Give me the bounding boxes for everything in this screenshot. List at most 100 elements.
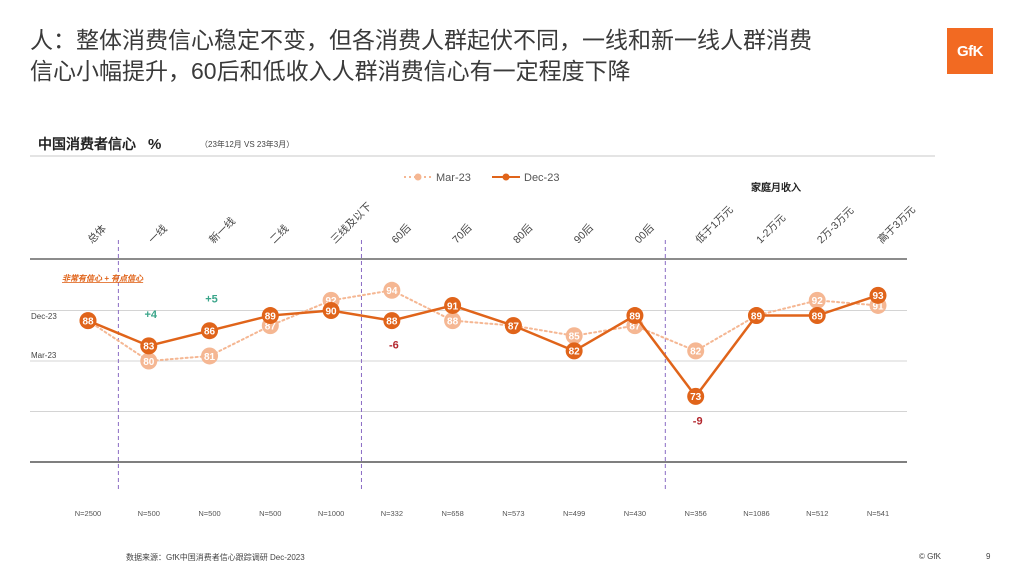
gfk-logo: GfK	[947, 28, 993, 74]
sample-size-label: N=500	[198, 509, 220, 518]
data-label: 82	[569, 347, 581, 358]
data-label: 91	[447, 301, 459, 312]
legend-marker	[502, 173, 510, 181]
data-label: 91	[872, 301, 884, 312]
sample-size-label: N=332	[381, 509, 403, 518]
headline-line-1: 人：整体消费信心稳定不变，但各消费人群起伏不同，一线和新一线人群消费	[30, 27, 812, 53]
series-line-Dec-23	[86, 294, 880, 399]
category-label: 新一线	[206, 214, 238, 246]
sample-size-label: N=430	[624, 509, 646, 518]
category-label: 1-2万元	[754, 212, 788, 246]
data-point	[261, 307, 279, 325]
chart-title: 中国消费者信心%	[38, 134, 161, 154]
headline: 人：整体消费信心稳定不变，但各消费人群起伏不同，一线和新一线人群消费 信心小幅提…	[30, 25, 910, 87]
series-line-Mar-23	[87, 289, 879, 363]
change-annotation: +5	[205, 294, 218, 306]
data-point	[565, 327, 583, 345]
data-point	[444, 296, 462, 314]
change-annotation: -9	[693, 415, 703, 427]
category-label: 80后	[511, 222, 535, 246]
data-point	[79, 312, 97, 330]
data-label: 89	[629, 311, 641, 322]
category-label: 总体	[85, 222, 109, 246]
data-point	[687, 342, 705, 360]
category-label: 2万-3万元	[815, 204, 857, 246]
data-point	[383, 281, 401, 299]
data-label: 83	[143, 342, 155, 353]
sample-size-label: N=541	[867, 509, 889, 518]
data-point	[383, 312, 401, 330]
y-row-label: Mar-23	[31, 351, 57, 360]
data-point	[322, 302, 340, 319]
copyright: © GfK	[919, 552, 941, 561]
chart-title-unit: %	[148, 136, 162, 153]
category-label: 00后	[633, 222, 657, 246]
data-point	[808, 291, 826, 309]
sample-size-label: N=512	[806, 509, 828, 518]
category-label: 二线	[267, 222, 291, 246]
data-label: 90	[326, 306, 338, 317]
data-label: 88	[386, 316, 398, 327]
headline-line-2: 信心小幅提升，60后和低收入人群消费信心有一定程度下降	[30, 58, 631, 84]
category-label: 70后	[450, 222, 474, 246]
group-label: 家庭月收入	[751, 181, 801, 194]
y-row-label: Dec-23	[31, 312, 57, 321]
change-annotation: +4	[144, 309, 157, 321]
sample-size-label: N=356	[685, 509, 707, 518]
data-point	[140, 352, 158, 370]
legend-label: Mar-23	[436, 172, 471, 184]
sample-size-label: N=499	[563, 509, 585, 518]
category-label: 高于3万元	[875, 203, 918, 246]
data-label: 82	[690, 347, 702, 358]
sample-size-label: N=2500	[75, 509, 101, 518]
data-label: 92	[326, 296, 338, 307]
data-point	[201, 322, 219, 340]
data-label: 94	[386, 286, 398, 297]
data-point	[747, 307, 765, 325]
data-point	[687, 387, 705, 405]
change-annotation: -6	[389, 340, 399, 352]
category-label: 低于1万元	[693, 203, 736, 246]
data-label: 89	[751, 311, 763, 322]
category-label: 三线及以下	[328, 200, 374, 246]
sample-size-label: N=573	[502, 509, 524, 518]
category-label: 60后	[389, 222, 413, 246]
data-label: 73	[690, 392, 702, 403]
data-point	[504, 317, 522, 335]
data-point	[808, 307, 826, 325]
data-point	[444, 312, 462, 330]
sample-size-label: N=658	[441, 509, 463, 518]
data-label: 87	[629, 321, 641, 332]
category-label: 90后	[572, 222, 596, 246]
data-label: 93	[872, 291, 884, 302]
data-label: 87	[265, 321, 277, 332]
data-point	[201, 347, 219, 365]
data-label: 80	[143, 357, 155, 368]
sample-size-label: N=500	[259, 509, 281, 518]
data-label: 87	[508, 321, 520, 332]
data-label: 88	[447, 316, 459, 327]
sample-size-label: N=500	[138, 509, 160, 518]
data-label: 85	[569, 332, 581, 343]
data-point	[565, 342, 583, 360]
data-point	[626, 307, 644, 325]
legend-label: Dec-23	[524, 172, 559, 184]
data-label: 88	[82, 316, 94, 327]
category-label: 一线	[146, 222, 170, 246]
chart-title-text: 中国消费者信心	[38, 136, 136, 152]
sample-size-label: N=1000	[318, 509, 344, 518]
legend-marker	[414, 173, 422, 181]
row-label: 非常有信心 + 有点信心	[62, 274, 144, 283]
data-label: 89	[265, 311, 277, 322]
page-number: 9	[986, 552, 991, 561]
data-point	[140, 337, 158, 355]
data-label: 92	[812, 296, 824, 307]
chart-subtitle: （23年12月 VS 23年3月）	[200, 140, 295, 149]
data-label: 89	[812, 311, 824, 322]
sample-size-label: N=1086	[743, 509, 769, 518]
data-label: 86	[204, 327, 216, 338]
source-note: 数据来源：GfK中国消费者信心跟踪调研 Dec-2023	[126, 553, 305, 562]
data-label: 81	[204, 352, 216, 363]
data-point	[869, 286, 887, 304]
